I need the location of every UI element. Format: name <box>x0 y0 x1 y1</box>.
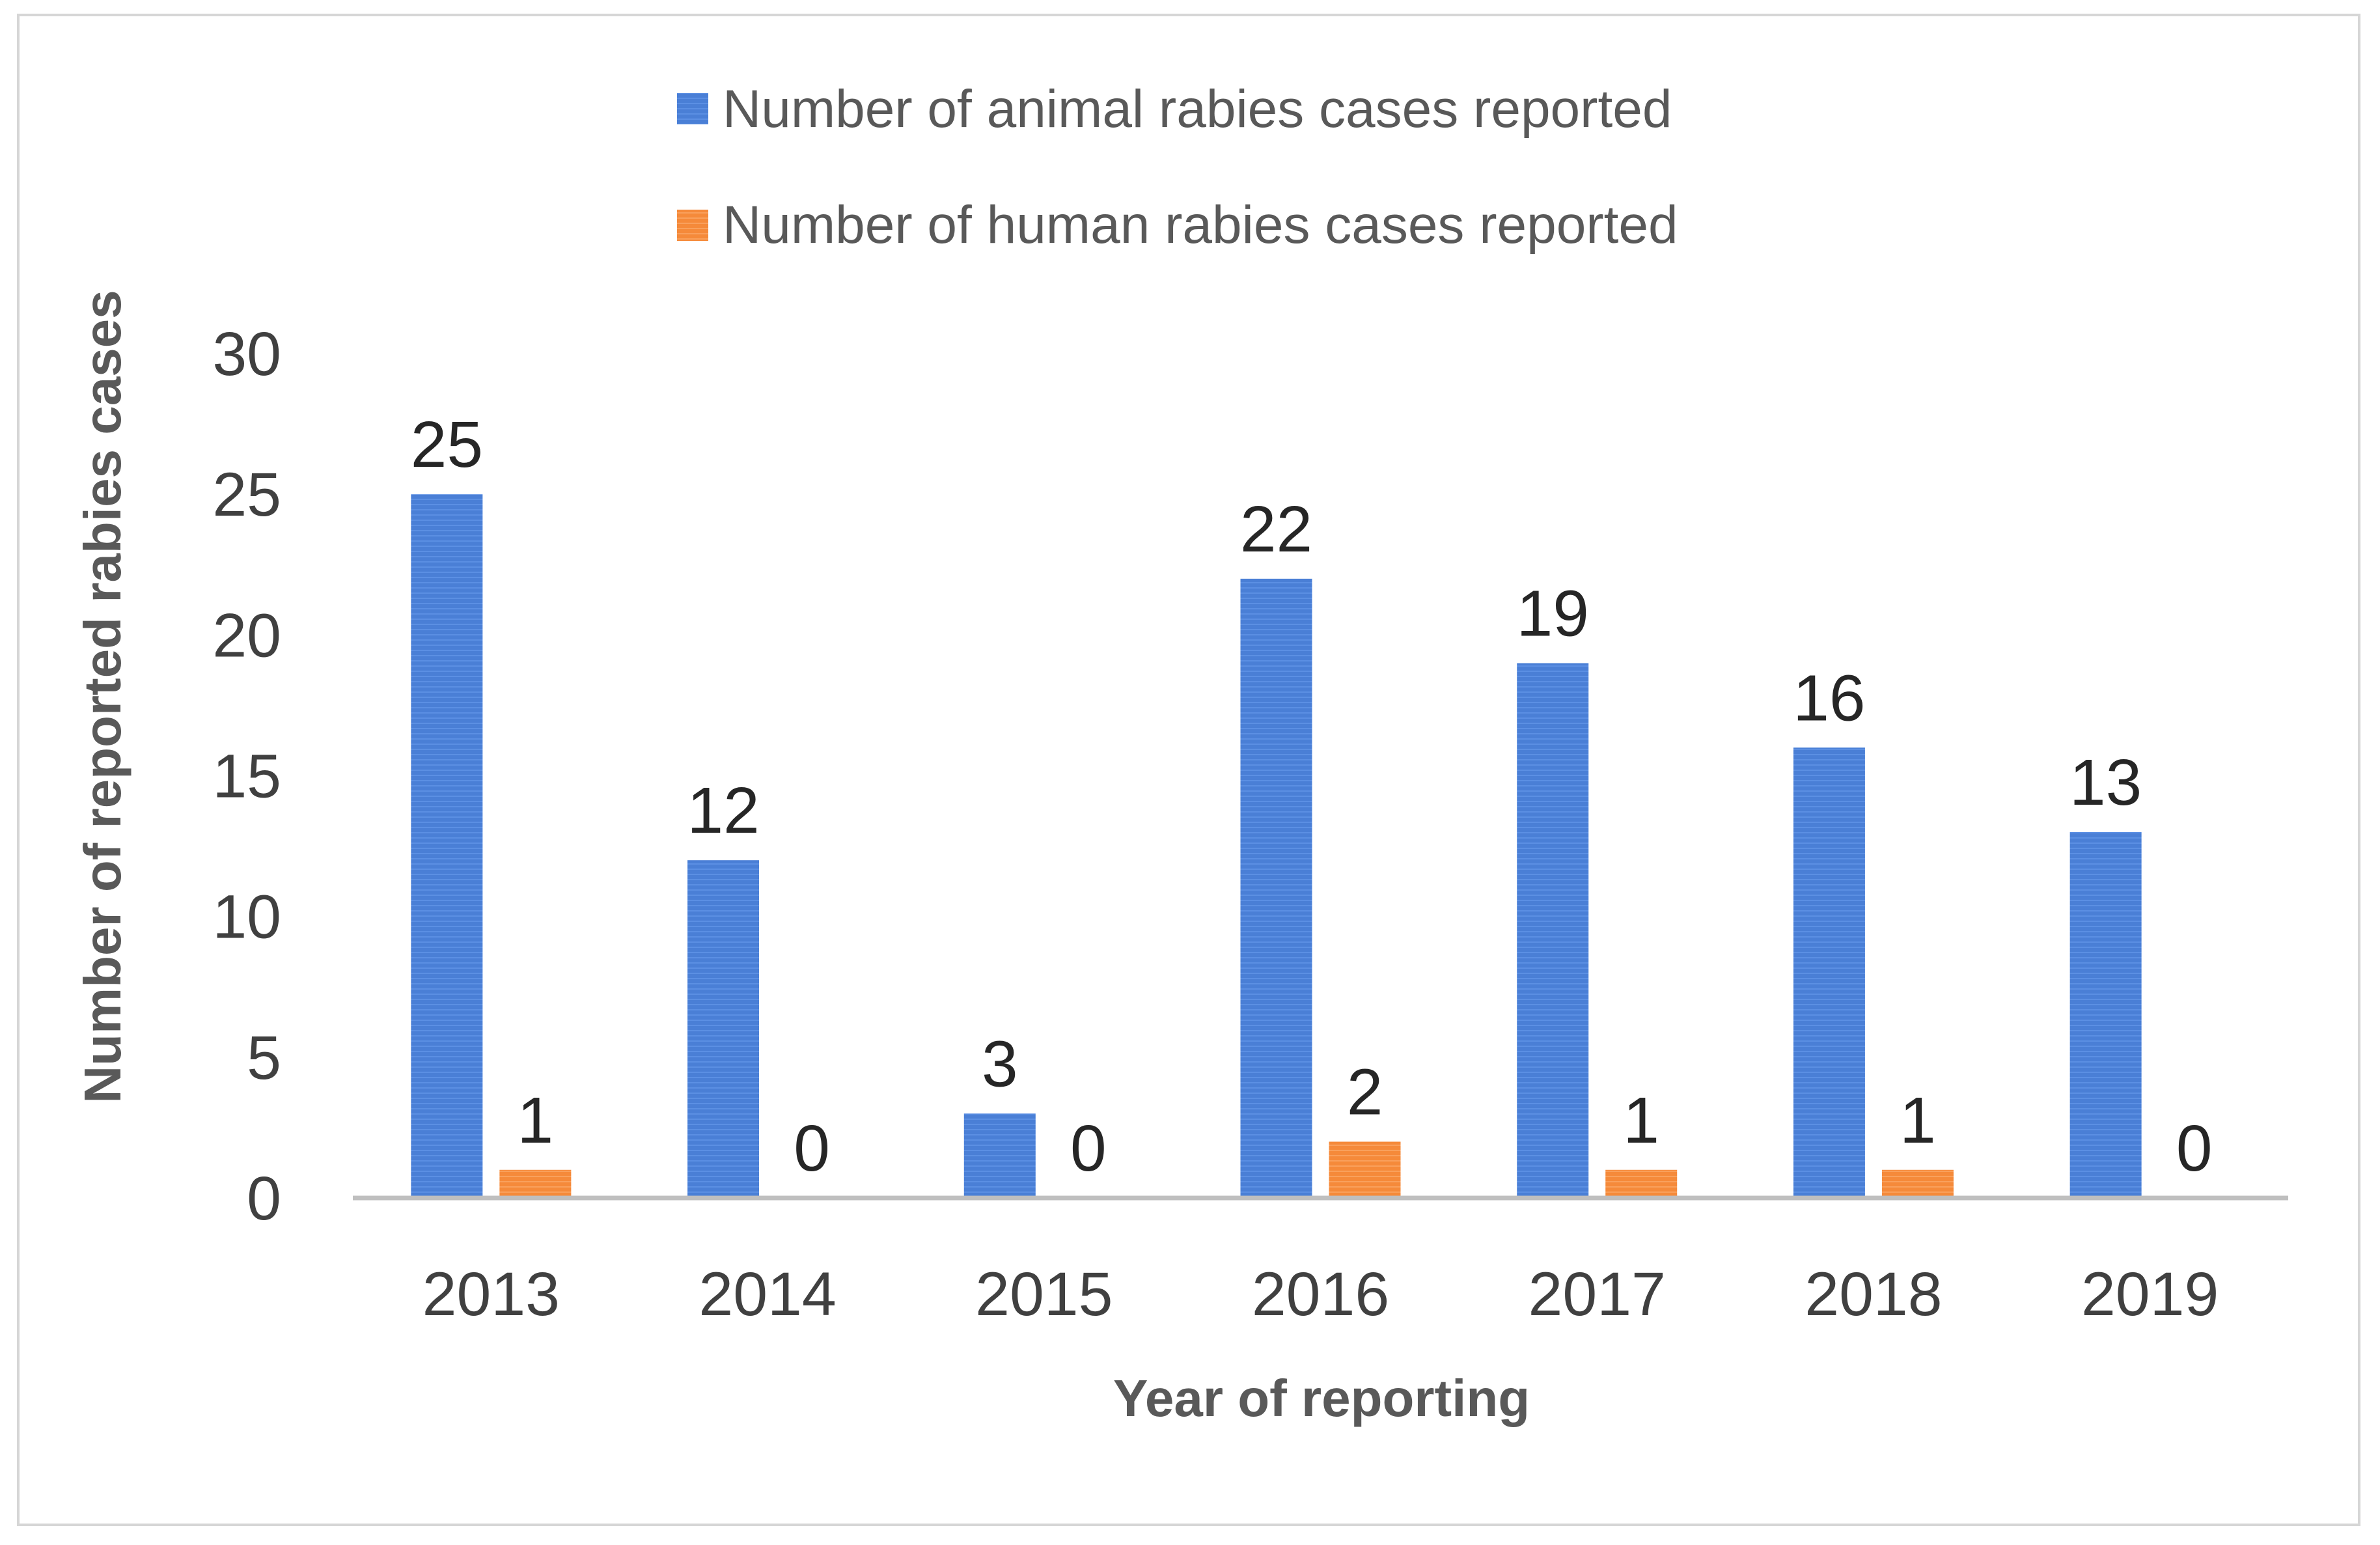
data-label-animal: 25 <box>411 408 483 481</box>
x-axis-title: Year of reporting <box>1113 1369 1530 1427</box>
bars-group <box>411 494 2142 1198</box>
data-label-human: 1 <box>1900 1084 1936 1157</box>
bar-animal <box>1517 663 1589 1198</box>
y-axis-ticks: 0 5 10 15 20 25 30 <box>212 320 281 1233</box>
data-label-animal: 22 <box>1240 493 1312 566</box>
bar-human <box>1605 1169 1678 1198</box>
x-tick-label: 2018 <box>1805 1260 1942 1329</box>
data-label-animal: 3 <box>982 1027 1018 1100</box>
data-label-human: 1 <box>1623 1084 1659 1157</box>
data-label-animal: 19 <box>1517 578 1589 650</box>
x-tick-label: 2019 <box>2081 1260 2219 1329</box>
bar-human <box>499 1169 572 1198</box>
x-tick-label: 2017 <box>1529 1260 1666 1329</box>
bar-animal <box>687 860 760 1198</box>
y-axis-title: Number of reported rabies cases <box>74 290 131 1103</box>
x-tick-label: 2013 <box>422 1260 560 1329</box>
y-tick-label: 10 <box>212 883 281 952</box>
legend-label-animal: Number of animal rabies cases reported <box>723 79 1672 139</box>
legend-swatch-human <box>677 210 708 241</box>
bar-human <box>1881 1169 1954 1198</box>
y-tick-label: 25 <box>212 460 281 529</box>
bar-animal <box>1240 578 1312 1198</box>
chart-frame <box>17 14 2360 1526</box>
bar-animal <box>1793 747 1865 1198</box>
y-tick-label: 30 <box>212 320 281 389</box>
x-tick-label: 2014 <box>699 1260 836 1329</box>
y-tick-label: 15 <box>212 742 281 811</box>
data-label-human: 0 <box>794 1112 830 1185</box>
bar-human <box>1329 1141 1401 1198</box>
bar-animal <box>411 494 483 1198</box>
legend: Number of animal rabies cases reported N… <box>677 79 1678 255</box>
data-label-human: 0 <box>1070 1112 1107 1185</box>
y-tick-label: 5 <box>247 1023 281 1093</box>
x-tick-label: 2016 <box>1252 1260 1389 1329</box>
data-label-human: 0 <box>2176 1112 2213 1185</box>
legend-label-human: Number of human rabies cases reported <box>723 195 1678 255</box>
x-tick-label: 2015 <box>975 1260 1113 1329</box>
data-label-human: 1 <box>518 1084 554 1157</box>
data-label-animal: 13 <box>2069 746 2142 819</box>
y-tick-label: 0 <box>247 1164 281 1233</box>
bar-animal <box>2069 831 2142 1198</box>
legend-swatch-animal <box>677 93 708 124</box>
data-label-human: 2 <box>1347 1056 1383 1129</box>
y-tick-label: 20 <box>212 601 281 670</box>
data-label-animal: 12 <box>687 774 759 847</box>
x-axis-ticks: 2013 2014 2015 2016 2017 2018 2019 <box>422 1260 2219 1329</box>
bar-animal <box>963 1113 1036 1198</box>
data-label-animal: 16 <box>1793 661 1865 734</box>
